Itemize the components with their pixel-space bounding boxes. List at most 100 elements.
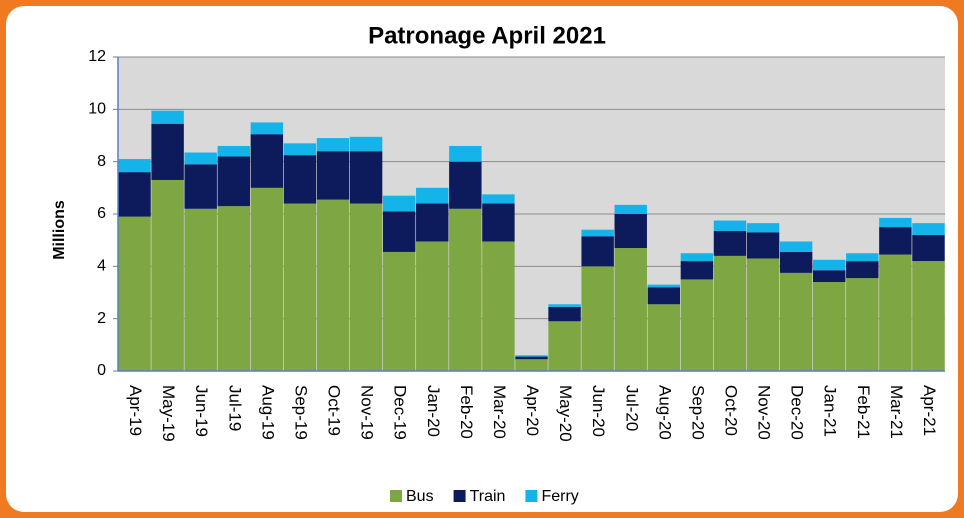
bar-segment [316,199,350,371]
bar-segment [250,187,284,371]
bar-segment [151,179,184,371]
bar-segment [118,216,151,371]
bar-segment [813,282,846,371]
bar-segment [283,203,317,371]
y-tick-label: 10 [88,101,106,118]
bar-segment [846,278,879,371]
legend-swatch [390,490,402,502]
bar-segment [382,195,416,212]
x-tick-label: Apr-19 [126,385,145,436]
bar-segment [746,232,780,259]
x-tick-label: Jun-19 [192,385,211,437]
bar-segment [879,254,912,371]
bar-segment [118,172,151,217]
bar-segment [316,138,350,152]
bar-segment [713,255,747,371]
bar-segment [647,284,681,288]
bar-segment [416,187,449,204]
x-tick-label: Aug-20 [655,385,674,440]
bar-segment [912,223,945,235]
legend-swatch [453,490,466,502]
bar-segment [151,123,184,180]
y-tick-label: 4 [97,258,106,275]
bar-segment [746,258,780,371]
legend-label: Bus [406,488,434,505]
bar-segment [515,355,548,357]
bar-segment [184,208,217,371]
bar-segment [382,211,416,252]
x-tick-label: Jul-19 [225,385,244,431]
bar-segment [647,304,681,371]
bar-segment [482,241,515,371]
y-tick-label: 0 [97,362,106,379]
bar-segment [151,110,184,124]
bar-segment [349,136,383,152]
bar-segment [515,356,548,360]
bar-segment [581,236,614,267]
bar-segment [614,248,647,371]
x-tick-label: Mar-21 [887,385,906,439]
bar-segment [482,194,515,204]
bar-segment [581,229,614,237]
x-tick-label: Apr-20 [523,385,542,436]
y-tick-label: 8 [97,153,106,170]
bar-segment [250,134,284,188]
bar-segment [449,161,482,209]
x-tick-label: Feb-21 [854,385,873,439]
bar-segment [581,266,614,371]
bar-segment [416,241,449,371]
bar-segment [283,143,317,156]
x-tick-label: May-19 [159,385,178,442]
bar-segment [912,234,945,262]
bar-segment [779,272,813,371]
x-tick-label: Oct-19 [325,385,344,436]
bar-segment [713,231,747,256]
bar-segment [647,287,681,305]
x-tick-label: Dec-20 [788,385,807,440]
bar-segment [382,251,416,371]
x-tick-label: Aug-19 [258,385,277,440]
bar-segment [316,151,350,200]
bar-segment [184,152,217,165]
x-tick-label: Sep-19 [291,385,310,440]
x-tick-label: Apr-21 [920,385,939,436]
bar-segment [482,203,515,242]
bar-segment [449,208,482,371]
bar-segment [813,259,846,271]
bar-segment [779,241,813,252]
y-axis-label: Millions [51,200,68,260]
y-tick-label: 12 [88,48,106,65]
bar-segment [416,203,449,242]
x-tick-label: Nov-20 [755,385,774,440]
bar-segment [449,145,482,162]
bar-segment [548,304,581,307]
x-tick-label: Mar-20 [490,385,509,439]
bar-segment [548,306,581,322]
bar-segment [349,203,383,371]
bar-segment [614,214,647,249]
bar-segment [713,220,747,232]
x-tick-label: Feb-20 [457,385,476,439]
y-tick-label: 2 [97,310,106,327]
x-tick-label: Jan-21 [821,385,840,437]
bar-segment [250,122,284,135]
bar-segment [217,206,250,371]
bar-segment [184,164,217,209]
bar-segment [118,159,151,173]
chart-title: Patronage April 2021 [368,22,606,49]
bar-segment [349,151,383,204]
bar-segment [879,227,912,255]
legend-label: Train [470,488,506,505]
bar-segment [912,261,945,371]
bar-segment [879,217,912,228]
bar-segment [846,261,879,279]
x-tick-label: Dec-19 [391,385,410,440]
bar-segment [779,251,813,273]
x-tick-label: Oct-20 [721,385,740,436]
bar-segment [680,279,714,371]
x-tick-label: Nov-19 [358,385,377,440]
legend-label: Ferry [541,488,578,505]
bar-segment [614,204,647,214]
x-tick-label: Jan-20 [424,385,443,437]
x-tick-label: Jul-20 [622,385,641,431]
